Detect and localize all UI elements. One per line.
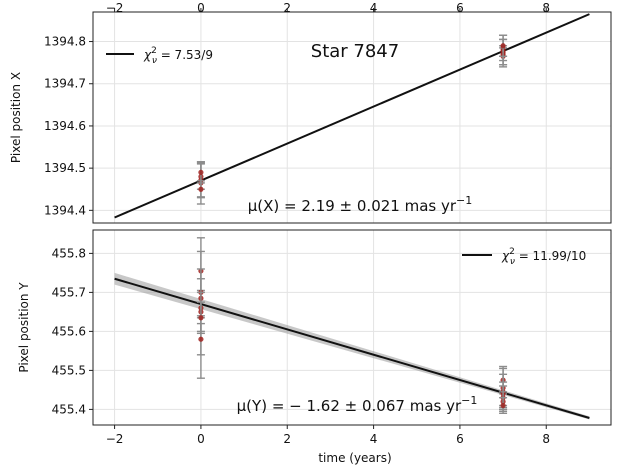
y-tick-label: 455.4 <box>52 402 86 416</box>
data-point <box>500 402 506 409</box>
y-tick-label: 1394.8 <box>44 35 86 49</box>
data-point <box>198 336 204 342</box>
data-point <box>198 315 204 321</box>
proper-motion-annotation: μ(X) = 2.19 ± 0.021 mas yr−1 <box>248 194 473 215</box>
fit-line <box>114 277 590 419</box>
legend-sub: ν <box>152 56 157 66</box>
y-tick-label: 1394.5 <box>44 161 86 175</box>
y-tick-label: 455.7 <box>52 285 86 299</box>
x-tick-label: 6 <box>456 1 464 15</box>
x-tick-label: 2 <box>283 1 291 15</box>
chart-title: Star 7847 <box>311 41 399 62</box>
plot-frame <box>92 11 612 224</box>
legend-chi: χ <box>501 249 510 263</box>
proper-motion-annotation: μ(Y) = − 1.62 ± 0.067 mas yr−1 <box>237 394 478 415</box>
x-tick-label: 0 <box>197 432 205 446</box>
y-tick-label: 1394.6 <box>44 119 86 133</box>
legend: χ2 ν = 7.53/9 <box>106 46 213 66</box>
legend-value: = 11.99/10 <box>515 249 586 263</box>
annotation-sup: −1 <box>461 394 477 407</box>
x-tick-label: −2 <box>106 432 124 446</box>
legend-label: χ2 ν = 7.53/9 <box>143 46 213 66</box>
panel-bottom: −2 0 2 4 6 8 455.4 455.5 455.6 455.7 455.8 Pixel po… <box>17 229 612 465</box>
legend-value: = 7.53/9 <box>157 48 213 62</box>
annotation-text: μ(X) = 2.19 ± 0.021 mas yr <box>248 197 457 215</box>
legend-sup: 2 <box>151 46 157 56</box>
y-tick-label: 1394.7 <box>44 77 86 91</box>
data-point <box>198 186 204 192</box>
x-axis-label: time (years) <box>318 451 391 465</box>
x-tick-label: 2 <box>283 432 291 446</box>
x-tick-label: 4 <box>370 432 378 446</box>
x-tick-label: 8 <box>542 1 550 15</box>
y-tick-label: 455.6 <box>52 324 86 338</box>
x-tick-label: 4 <box>370 1 378 15</box>
y-tick-label: 455.5 <box>52 363 86 377</box>
panel-top: −2 0 2 4 6 8 1394.4 1394.5 1394.6 1394.7 1394.8 Pix… <box>9 1 612 224</box>
annotation-sup: −1 <box>456 194 472 207</box>
x-tick-label: 0 <box>197 1 205 15</box>
y-axis-label: Pixel position Y <box>17 282 31 373</box>
x-tick-label: 8 <box>542 432 550 446</box>
x-tick-label: −2 <box>106 1 124 15</box>
data-point <box>198 169 204 175</box>
y-axis-label: Pixel position X <box>9 72 23 163</box>
legend-label: χ2 ν = 11.99/10 <box>501 247 586 267</box>
legend-sup: 2 <box>509 247 515 257</box>
y-tick-label: 455.8 <box>52 246 86 260</box>
y-tick-label: 1394.4 <box>44 203 86 217</box>
fit-line <box>114 13 590 219</box>
plot-frame <box>92 229 612 426</box>
legend: χ2 ν = 11.99/10 <box>462 247 586 267</box>
legend-chi: χ <box>143 48 152 62</box>
data-point <box>500 43 506 49</box>
annotation-text: μ(Y) = − 1.62 ± 0.067 mas yr <box>237 397 462 415</box>
x-tick-label: 6 <box>456 432 464 446</box>
legend-sub: ν <box>510 257 515 267</box>
